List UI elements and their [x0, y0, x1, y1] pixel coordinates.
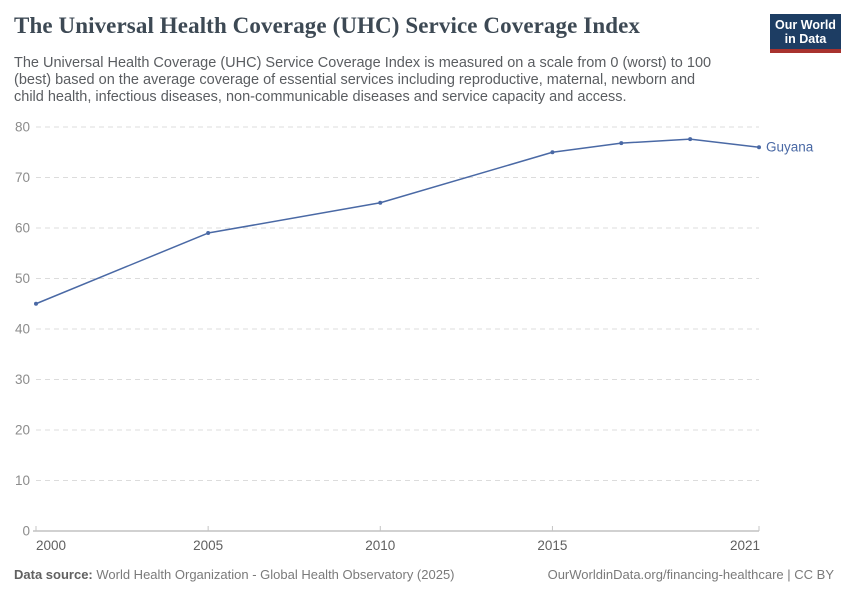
chart-subtitle: The Universal Health Coverage (UHC) Serv…: [14, 55, 712, 105]
data-source-label: Data source:: [14, 567, 93, 582]
footer-attribution: OurWorldinData.org/financing-healthcare …: [548, 567, 834, 582]
owid-logo-line2: in Data: [784, 32, 827, 46]
y-axis-tick-label-20: 20: [15, 423, 30, 438]
x-axis-tick-label-2000: 2000: [36, 538, 66, 553]
y-axis-tick-label-80: 80: [15, 120, 30, 135]
series-label-guyana[interactable]: Guyana: [766, 140, 814, 155]
y-axis-tick-label-50: 50: [15, 271, 30, 286]
x-axis-tick-label-2005: 2005: [193, 538, 223, 553]
data-source: Data source: World Health Organization -…: [14, 567, 455, 582]
data-point-guyana-2000[interactable]: [34, 301, 38, 306]
x-axis-tick-label-2010: 2010: [365, 538, 395, 553]
owid-logo-line1: Our World: [775, 18, 836, 32]
page-title: The Universal Health Coverage (UHC) Serv…: [14, 13, 641, 38]
data-source-value: World Health Organization - Global Healt…: [92, 567, 455, 582]
footer-license: | CC BY: [783, 567, 834, 582]
x-axis-tick-label-2015: 2015: [537, 538, 567, 553]
plot-area[interactable]: [36, 112, 759, 531]
y-axis-tick-label-10: 10: [15, 473, 30, 488]
footer-link[interactable]: OurWorldinData.org/financing-healthcare: [547, 567, 784, 582]
y-axis-tick-label-60: 60: [15, 221, 30, 236]
data-point-guyana-2019[interactable]: [688, 137, 693, 142]
data-point-guyana-2021[interactable]: [757, 145, 761, 150]
y-axis-tick-label-0: 0: [22, 524, 30, 539]
owid-logo[interactable]: Our World in Data: [770, 14, 841, 53]
data-point-guyana-2005[interactable]: [206, 231, 211, 236]
y-axis-tick-label-70: 70: [15, 170, 30, 185]
x-axis-tick-label-2021: 2021: [730, 538, 760, 553]
data-point-guyana-2015[interactable]: [550, 150, 555, 155]
data-point-guyana-2010[interactable]: [378, 200, 383, 205]
y-axis-tick-label-30: 30: [15, 372, 30, 387]
chart-footer: Data source: World Health Organization -…: [14, 567, 834, 582]
y-axis-tick-label-40: 40: [15, 322, 30, 337]
data-point-guyana-2017[interactable]: [619, 141, 624, 146]
